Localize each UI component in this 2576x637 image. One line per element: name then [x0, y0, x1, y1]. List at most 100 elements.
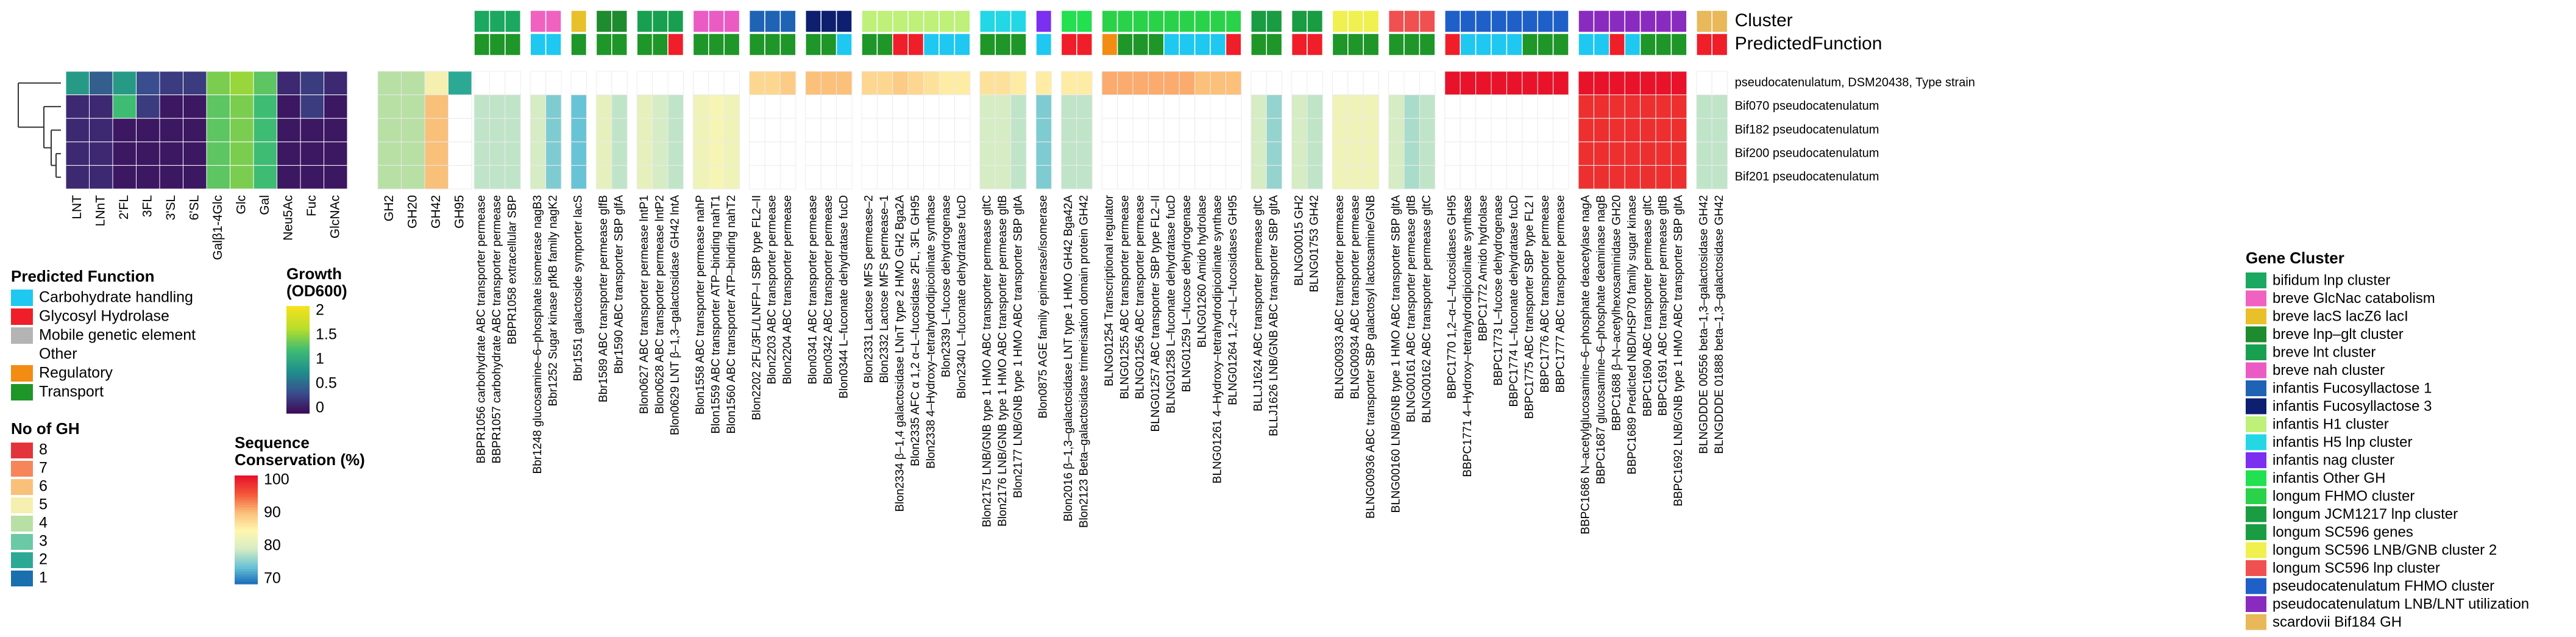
growth-legend-step: [286, 323, 310, 326]
row-label: pseudocatenulatum, DSM20438, Type strain: [1735, 76, 1975, 90]
conservation-cell: [979, 165, 996, 190]
growth-legend-step: [286, 306, 310, 309]
growth-legend-step: [286, 396, 310, 399]
gene-label: BBPR1058 extracellular SBP: [506, 195, 519, 344]
growth-cell: [65, 165, 90, 190]
gh-cell: [401, 118, 425, 143]
gene-label: Blon2334 β–1,4 galactosidase LNnT type 2…: [894, 195, 907, 512]
conservation-cell: [667, 141, 684, 166]
conservation-legend-step: [235, 527, 258, 530]
conservation-legend-subtitle: Conservation (%): [235, 450, 365, 469]
conservation-cell: [1251, 71, 1267, 96]
growth-cell: [183, 94, 207, 119]
conservation-cell: [1696, 71, 1712, 96]
function-annotation-cell: [545, 33, 562, 56]
conservation-cell: [611, 71, 628, 96]
cluster-legend-swatch: [2246, 614, 2266, 630]
gh-legend-label: 6: [39, 478, 48, 495]
conservation-cell: [1035, 71, 1052, 96]
function-legend-swatch: [11, 290, 33, 306]
growth-cell: [324, 71, 348, 96]
row-label: Bif201 pseudocatenulatum: [1735, 170, 1879, 183]
function-annotation-cell: [489, 33, 506, 56]
growth-legend-step: [286, 379, 310, 382]
conservation-cell: [611, 118, 628, 143]
conservation-cell: [1363, 141, 1380, 166]
conservation-legend-step: [235, 549, 258, 553]
conservation-cell: [954, 94, 971, 119]
conservation-legend-step: [235, 507, 258, 511]
conservation-cell: [1696, 141, 1712, 166]
conservation-cell: [1403, 71, 1420, 96]
conservation-cell: [1696, 94, 1712, 119]
growth-cell: [324, 141, 348, 166]
cluster-annotation-cell: [954, 10, 971, 33]
growth-legend-step: [286, 362, 310, 365]
growth-cell: [253, 71, 277, 96]
conservation-cell: [1266, 141, 1283, 166]
conservation-cell: [1444, 165, 1461, 190]
cluster-legend-label: longum SC596 lnp cluster: [2273, 560, 2440, 576]
function-annotation-cell: [820, 33, 837, 56]
conservation-legend-step: [235, 480, 258, 483]
conservation-cell: [1194, 165, 1211, 190]
cluster-annotation-cell: [1148, 10, 1165, 33]
conservation-cell: [1670, 141, 1687, 166]
conservation-cell: [708, 141, 725, 166]
function-annotation-cell: [1010, 33, 1027, 56]
function-annotation-cell: [611, 33, 628, 56]
gene-label: BLLJ1624 ABC transporter permease gltC: [1252, 195, 1265, 411]
conservation-cell: [1624, 94, 1641, 119]
gh-cell: [448, 165, 472, 190]
conservation-cell: [723, 71, 740, 96]
growth-col-label: GlcNAc: [328, 195, 342, 238]
growth-col-label: 3'SL: [164, 195, 178, 220]
conservation-cell: [1266, 118, 1283, 143]
conservation-cell: [1179, 118, 1196, 143]
growth-cell: [253, 141, 277, 166]
conservation-cell: [1132, 141, 1149, 166]
gh-cell: [424, 71, 449, 96]
function-annotation-cell: [1332, 33, 1349, 56]
conservation-cell: [1696, 165, 1712, 190]
cluster-annotation-cell: [876, 10, 893, 33]
function-annotation-cell: [764, 33, 781, 56]
conservation-cell: [723, 165, 740, 190]
conservation-cell: [636, 141, 653, 166]
conservation-cell: [1460, 118, 1477, 143]
conservation-cell: [1655, 141, 1672, 166]
growth-col-label: Glc: [234, 195, 248, 215]
growth-legend-step: [286, 389, 310, 392]
conservation-cell: [1363, 118, 1380, 143]
conservation-cell: [1148, 94, 1165, 119]
function-annotation-cell: [505, 33, 521, 56]
gene-label: Blon2176 LNB/GNB type 1 HMO ABC transpor…: [996, 195, 1009, 527]
conservation-cell: [1403, 118, 1420, 143]
growth-legend-step: [286, 311, 310, 314]
gene-label: BBPC1692 LNB/GNB type 1 HMO ABC transpor…: [1672, 195, 1685, 507]
function-annotation-cell: [1537, 33, 1554, 56]
growth-legend-step: [286, 313, 310, 316]
conservation-cell: [979, 141, 996, 166]
conservation-legend-tick: 80: [264, 537, 281, 554]
conservation-cell: [1624, 141, 1641, 166]
function-annotation-cell: [1460, 33, 1477, 56]
function-annotation-cell: [1163, 33, 1180, 56]
gene-label: BLNG01255 ABC transporter permease: [1118, 195, 1131, 399]
growth-legend-step: [286, 399, 310, 402]
conservation-cell: [749, 165, 765, 190]
conservation-cell: [1163, 165, 1180, 190]
conservation-cell: [1403, 141, 1420, 166]
cluster-track-label: Cluster: [1735, 10, 1793, 30]
conservation-cell: [489, 94, 506, 119]
growth-cell: [136, 165, 160, 190]
conservation-legend-step: [235, 483, 258, 486]
conservation-legend-tick: 100: [264, 471, 289, 488]
growth-cell: [112, 165, 137, 190]
conservation-cell: [1010, 94, 1027, 119]
conservation-cell: [1179, 71, 1196, 96]
conservation-cell: [1640, 118, 1656, 143]
function-legend-label: Transport: [39, 383, 104, 400]
gene-label: BBPC1774 L–fuconate dehydratase fucD: [1508, 195, 1520, 407]
gene-label: Blon2203 ABC transporter permease: [766, 195, 779, 385]
